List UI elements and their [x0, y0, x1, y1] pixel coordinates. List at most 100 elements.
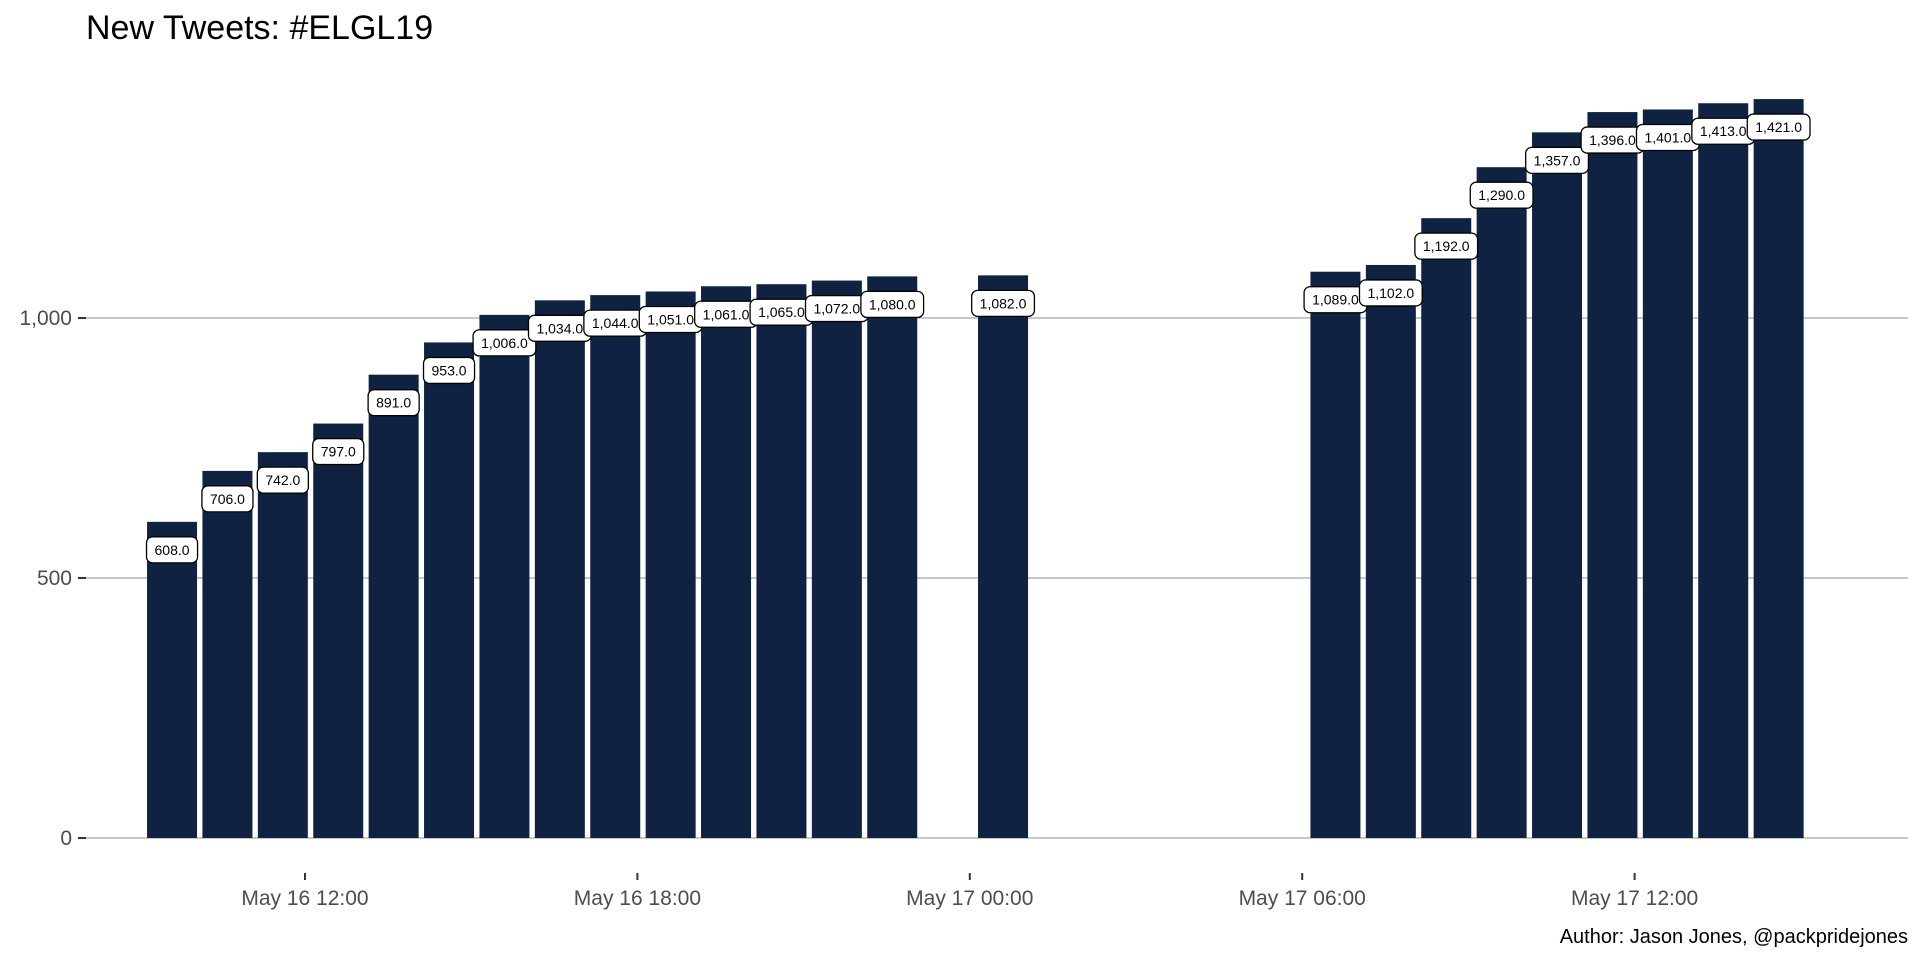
data-label-text: 1,051.0 [647, 311, 694, 327]
data-label: 1,080.0 [860, 290, 925, 319]
x-tick-label: May 16 18:00 [574, 887, 701, 910]
bar [1698, 103, 1749, 839]
data-label: 608.0 [145, 536, 199, 564]
data-label: 1,357.0 [1525, 146, 1590, 175]
data-label: 1,401.0 [1635, 123, 1700, 152]
x-tick-label: May 16 12:00 [241, 887, 368, 910]
x-tick-label: May 17 12:00 [1571, 887, 1698, 910]
data-label: 1,051.0 [638, 305, 703, 334]
data-label-box [256, 466, 310, 494]
data-label-box [367, 389, 420, 417]
bar [368, 374, 419, 838]
data-label-text: 1,413.0 [1700, 123, 1747, 139]
data-labels: 608.0 706.0 742.0 797.0 891.0 953.0 1,006.0 1,0… [145, 113, 1811, 564]
chart-caption: Author: Jason Jones, @packpridejones [1560, 926, 1908, 948]
data-label-text: 1,192.0 [1423, 238, 1470, 254]
bar [1310, 271, 1361, 839]
data-label-text: 1,421.0 [1755, 119, 1802, 135]
bar [1365, 264, 1416, 839]
data-label: 1,413.0 [1691, 117, 1756, 145]
data-label-text: 742.0 [265, 472, 300, 488]
bar [590, 295, 641, 838]
x-tick-label: May 17 00:00 [906, 887, 1033, 910]
data-label: 953.0 [422, 356, 476, 385]
data-label-box [1469, 181, 1534, 209]
data-label: 1,044.0 [583, 309, 648, 337]
data-label-box [201, 485, 254, 513]
data-label-text: 1,401.0 [1644, 129, 1691, 145]
data-label: 1,034.0 [527, 314, 592, 342]
data-label-text: 953.0 [432, 362, 467, 378]
data-label-box [971, 289, 1036, 318]
data-label-text: 1,290.0 [1478, 187, 1525, 203]
data-label: 706.0 [201, 485, 254, 513]
data-label: 742.0 [256, 466, 310, 494]
data-label: 1,006.0 [472, 329, 537, 357]
data-label: 1,396.0 [1580, 126, 1645, 154]
bar [756, 284, 807, 838]
bar [978, 275, 1029, 838]
bar [1476, 167, 1527, 838]
data-label-text: 1,006.0 [481, 335, 528, 351]
data-label-text: 1,044.0 [592, 315, 639, 331]
data-label: 1,065.0 [749, 298, 814, 326]
data-label-box [312, 437, 365, 466]
data-label-box [422, 356, 476, 385]
bar [313, 423, 364, 838]
data-label-text: 1,065.0 [758, 304, 805, 320]
data-label: 1,061.0 [694, 300, 759, 328]
data-label-box [1525, 146, 1590, 175]
data-label: 1,089.0 [1303, 286, 1368, 314]
data-label-text: 1,357.0 [1534, 152, 1581, 168]
data-label-box [472, 329, 537, 357]
bar [811, 280, 862, 838]
data-label-box [1746, 113, 1811, 141]
data-label: 1,082.0 [971, 289, 1036, 318]
x-tick-label: May 17 06:00 [1239, 887, 1366, 910]
bar [1532, 132, 1583, 839]
bar [257, 452, 308, 838]
data-label-text: 1,034.0 [536, 320, 583, 336]
data-label-text: 608.0 [155, 542, 190, 558]
data-label: 1,192.0 [1414, 232, 1479, 260]
bar [147, 521, 198, 838]
bar [701, 286, 752, 838]
bar [867, 276, 918, 838]
bar [534, 300, 585, 838]
data-label-text: 1,061.0 [703, 306, 750, 322]
data-label: 1,421.0 [1746, 113, 1811, 141]
x-axis: May 16 12:00 May 16 18:00 May 17 00:00 May … [241, 873, 1698, 910]
data-label-text: 1,396.0 [1589, 132, 1636, 148]
data-label: 1,102.0 [1358, 279, 1423, 307]
bars [147, 99, 1804, 839]
bar [645, 291, 696, 839]
chart-title: New Tweets: #ELGL19 [86, 9, 433, 47]
data-label: 1,072.0 [804, 294, 869, 323]
bar [1587, 112, 1638, 838]
bar [1642, 109, 1693, 839]
y-tick-label: 500 [37, 567, 72, 590]
data-label-text: 1,089.0 [1312, 292, 1359, 308]
data-label: 797.0 [312, 437, 365, 466]
bar [424, 342, 475, 838]
data-label-box [860, 290, 925, 319]
data-label: 891.0 [367, 389, 420, 417]
data-label-box [1358, 279, 1423, 307]
data-label-text: 1,102.0 [1367, 285, 1414, 301]
bar [479, 314, 530, 838]
data-label-box [1414, 232, 1479, 260]
data-label-text: 797.0 [321, 444, 356, 460]
data-label-text: 706.0 [210, 491, 245, 507]
data-label-text: 1,082.0 [980, 295, 1027, 311]
data-label-text: 891.0 [376, 395, 411, 411]
bar [1753, 99, 1804, 838]
bar [1421, 218, 1472, 838]
data-label-text: 1,072.0 [813, 301, 860, 317]
y-axis: 0 500 1,000 [19, 307, 86, 850]
data-label: 1,290.0 [1469, 181, 1534, 209]
data-label-box [145, 536, 199, 564]
bar [202, 470, 253, 838]
y-tick-label: 0 [60, 827, 72, 850]
y-tick-label: 1,000 [19, 307, 72, 330]
